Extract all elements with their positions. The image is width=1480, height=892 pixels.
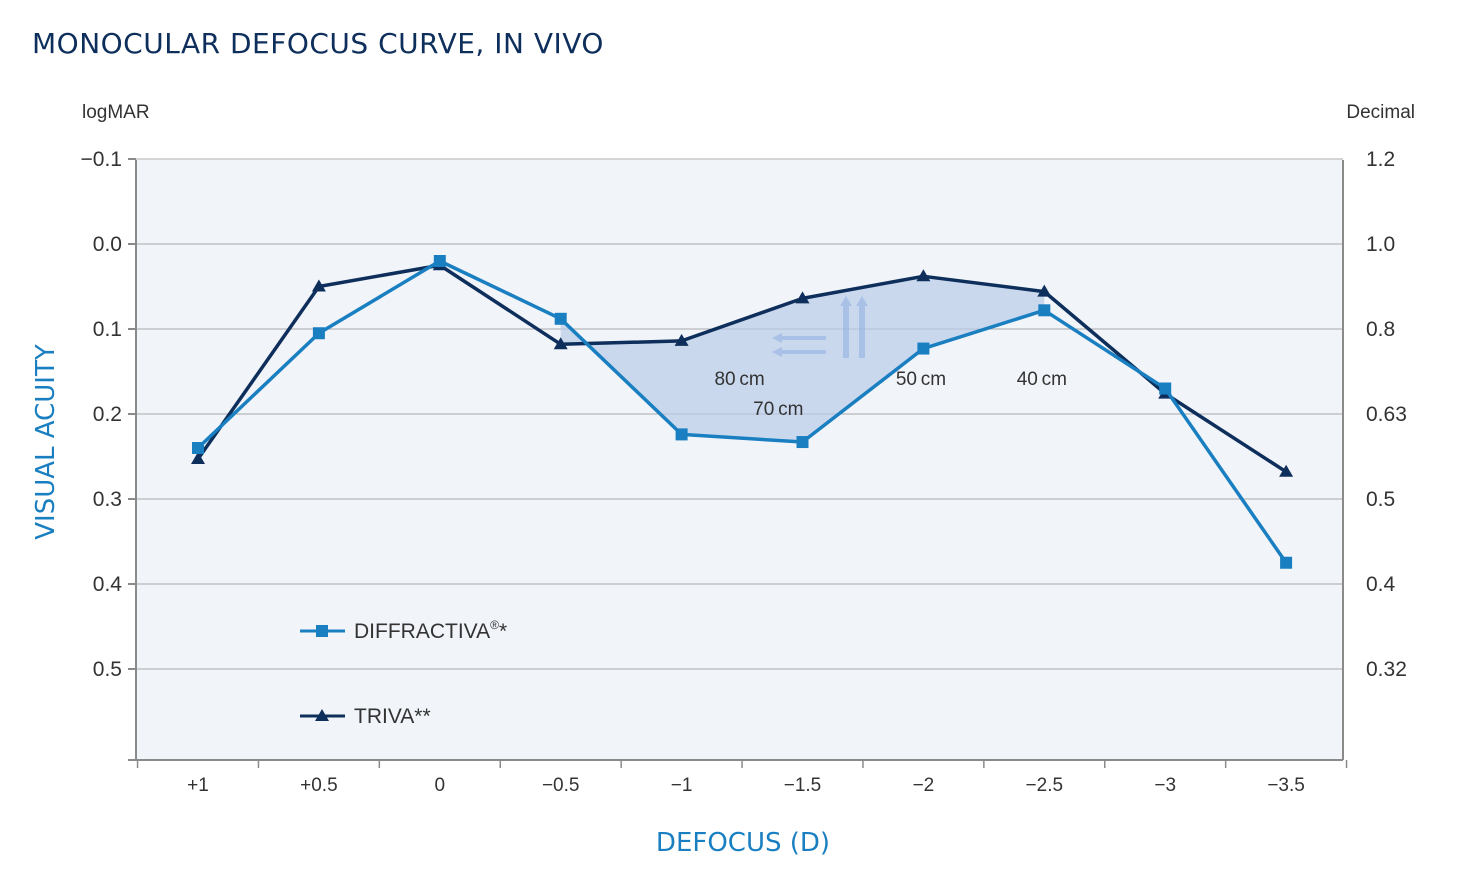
- data-point: [916, 269, 931, 282]
- data-point: [796, 436, 809, 449]
- series-line: [196, 263, 1288, 474]
- data-point: [1279, 464, 1294, 477]
- legend-item: TRIVA**: [300, 705, 431, 728]
- data-point: [311, 279, 326, 292]
- x-tick-label: 0: [435, 775, 446, 796]
- data-point: [917, 342, 930, 355]
- right-axis-unit: Decimal: [1346, 102, 1415, 123]
- x-tick-label: +0.5: [300, 775, 338, 796]
- left-arrow-icon: [772, 333, 826, 343]
- y-tick-label: 0.5: [93, 658, 122, 681]
- x-tick-label: −3.5: [1267, 775, 1305, 796]
- data-point: [192, 442, 204, 454]
- shaded-range-area: [560, 276, 1045, 443]
- x-tick-label: −0.5: [542, 775, 580, 796]
- legend-swatch-marker: [315, 709, 329, 721]
- series-line: [196, 259, 1288, 564]
- legend-swatch-marker: [316, 625, 328, 637]
- y-axis-title: VISUAL ACUITY: [31, 344, 61, 540]
- plot-area: [136, 160, 1343, 760]
- up-arrow-icon: [856, 296, 868, 358]
- y-tick-label: 0.0: [93, 233, 122, 256]
- x-tick-label: −1: [671, 775, 693, 796]
- left-axis-unit: logMAR: [82, 102, 150, 123]
- data-point: [1037, 284, 1052, 297]
- data-point: [675, 428, 688, 441]
- y-tick-label: 0.1: [93, 318, 122, 341]
- data-point: [312, 327, 325, 340]
- x-tick-label: −3: [1154, 775, 1176, 796]
- x-tick-label: −2.5: [1026, 775, 1064, 796]
- x-tick-label: +1: [187, 775, 209, 796]
- y-tick-label-decimal: 0.5: [1366, 488, 1395, 511]
- data-point: [433, 255, 446, 267]
- y-tick-label-decimal: 0.4: [1366, 573, 1396, 596]
- distance-label: 70 cm: [753, 399, 803, 420]
- series-triva: [191, 258, 1294, 477]
- data-point: [795, 291, 810, 304]
- legend-name: TRIVA**: [354, 705, 431, 728]
- data-point: [1280, 556, 1293, 569]
- data-point: [1038, 304, 1051, 317]
- y-tick-label: 0.4: [93, 573, 123, 596]
- x-tick-labels: +1 +0.5 0 −0.5 −1 −1.5 −2 −2.5 −3 −3.5: [187, 775, 1305, 796]
- x-tick-label: −1.5: [784, 775, 822, 796]
- distance-label: 40 cm: [1017, 369, 1067, 390]
- y-tick-label-decimal: 0.32: [1366, 658, 1407, 681]
- up-arrow-icon: [840, 296, 852, 358]
- focus-arrows: [772, 296, 868, 358]
- y-tick-label: 0.3: [93, 488, 122, 511]
- y-tick-labels-left: −0.1 0.0 0.1 0.2 0.3 0.4 0.5: [81, 148, 123, 681]
- axes: [128, 158, 1348, 768]
- y-tick-label: −0.1: [81, 148, 122, 171]
- y-tick-labels-right: 1.2 1.0 0.8 0.63 0.5 0.4 0.32: [1366, 148, 1407, 681]
- left-arrow-icon: [772, 347, 826, 357]
- y-tick-label-decimal: 0.63: [1366, 403, 1407, 426]
- y-tick-label-decimal: 1.0: [1366, 233, 1395, 256]
- data-point: [553, 337, 568, 350]
- y-tick-label: 0.2: [93, 403, 122, 426]
- legend-item: DIFFRACTIVA®*: [300, 618, 507, 643]
- legend-name: DIFFRACTIVA: [354, 620, 490, 643]
- chart-title: MONOCULAR DEFOCUS CURVE, IN VIVO: [32, 27, 604, 60]
- x-axis-title: DEFOCUS (D): [656, 828, 830, 858]
- legend-label: DIFFRACTIVA®*: [354, 618, 507, 643]
- distance-label: 80 cm: [714, 369, 764, 390]
- series-lines: [191, 255, 1294, 569]
- data-point: [674, 333, 689, 346]
- y-tick-label-decimal: 1.2: [1366, 148, 1395, 171]
- x-tick-label: −2: [913, 775, 935, 796]
- series-diffractiva: [192, 255, 1293, 569]
- data-point: [554, 312, 567, 325]
- legend-superscript: ®: [490, 618, 499, 632]
- y-tick-label-decimal: 0.8: [1366, 318, 1395, 341]
- legend-suffix: *: [499, 620, 507, 643]
- legend-label: TRIVA**: [354, 705, 431, 728]
- distance-label: 50 cm: [896, 369, 946, 390]
- data-point: [191, 452, 205, 465]
- legend: DIFFRACTIVA®* TRIVA**: [300, 618, 507, 728]
- data-point: [1159, 382, 1172, 395]
- distance-annotations: 80 cm 70 cm 50 cm 40 cm: [714, 369, 1067, 420]
